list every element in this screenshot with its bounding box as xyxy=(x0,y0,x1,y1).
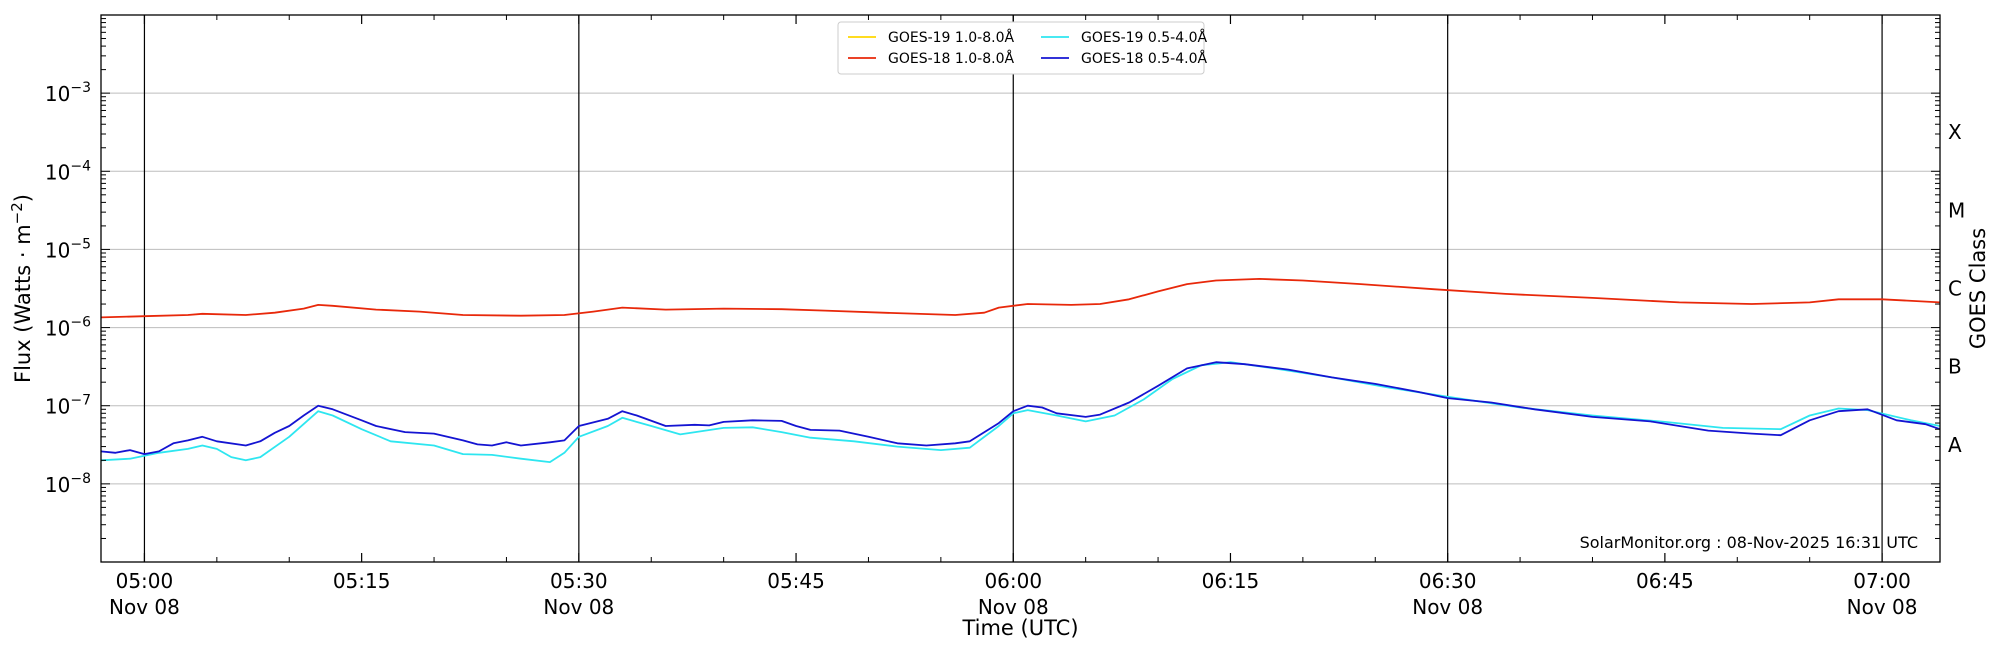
x-tick-date-label: Nov 08 xyxy=(109,595,180,619)
x-tick-label: 06:15 xyxy=(1202,569,1260,593)
y-axis-label: Flux (Watts · m−2) xyxy=(8,194,35,383)
goes-class-label: C xyxy=(1948,277,1962,301)
x-tick-label: 05:30 xyxy=(550,569,608,593)
y-tick-label: 10−3 xyxy=(45,80,91,106)
legend: GOES-19 1.0-8.0Å GOES-18 1.0-8.0Å GOES-19 … xyxy=(837,21,1207,75)
legend-label: GOES-19 0.5-4.0Å xyxy=(1081,29,1207,46)
x-tick-label: 06:45 xyxy=(1636,569,1694,593)
series-line xyxy=(100,278,1941,319)
x-tick-date-label: Nov 08 xyxy=(543,595,614,619)
x-tick-label: 06:00 xyxy=(984,569,1042,593)
x-tick-label: 07:00 xyxy=(1853,569,1911,593)
goes-class-label: M xyxy=(1948,198,1965,222)
legend-label: GOES-18 0.5-4.0Å xyxy=(1081,50,1207,67)
x-axis-label: Time (UTC) xyxy=(961,616,1078,640)
y-tick-label: 10−7 xyxy=(45,393,91,419)
plot-frame xyxy=(100,14,1941,563)
goes-class-axis-label: GOES Class xyxy=(1966,228,1990,349)
series-line xyxy=(100,361,1941,455)
y-tick-label: 10−8 xyxy=(45,471,91,497)
legend-label: GOES-19 1.0-8.0Å xyxy=(888,29,1014,46)
series-line xyxy=(100,361,1941,463)
series-lines xyxy=(100,278,1941,463)
goes-class-label: B xyxy=(1948,355,1962,379)
goes-class-label: A xyxy=(1948,433,1962,457)
x-tick-label: 05:00 xyxy=(116,569,174,593)
x-tick-label: 05:45 xyxy=(767,569,825,593)
x-tick-label: 05:15 xyxy=(333,569,391,593)
x-tick-date-label: Nov 08 xyxy=(1412,595,1483,619)
day-markers xyxy=(143,15,1883,562)
credit-text: SolarMonitor.org : 08-Nov-2025 16:31 UTC xyxy=(1580,533,1918,552)
y-tick-label: 10−5 xyxy=(45,236,91,262)
x-tick-label: 06:30 xyxy=(1419,569,1477,593)
x-tick-date-label: Nov 08 xyxy=(978,595,1049,619)
x-tick-date-label: Nov 08 xyxy=(1847,595,1918,619)
legend-box xyxy=(837,21,1205,75)
y-tick-label: 10−6 xyxy=(45,315,91,341)
legend-label: GOES-18 1.0-8.0Å xyxy=(888,50,1014,67)
goes-class-label: X xyxy=(1948,120,1962,144)
y-tick-label: 10−4 xyxy=(45,158,91,184)
gridlines xyxy=(101,92,1940,485)
